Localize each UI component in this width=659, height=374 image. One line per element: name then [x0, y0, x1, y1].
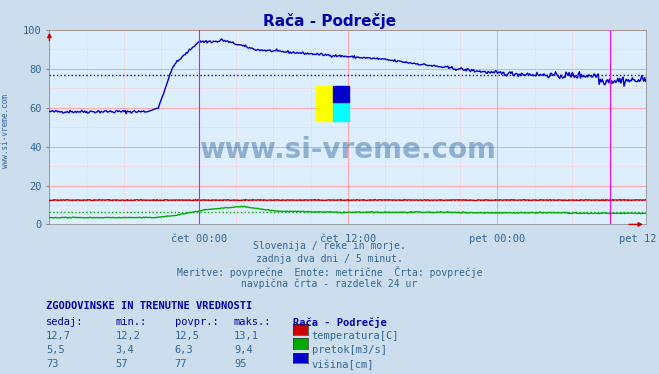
Text: čet 00:00: čet 00:00	[171, 234, 227, 244]
Text: Meritve: povprečne  Enote: metrične  Črta: povprečje: Meritve: povprečne Enote: metrične Črta:…	[177, 266, 482, 278]
Text: višina[cm]: višina[cm]	[312, 359, 374, 370]
Text: 12,5: 12,5	[175, 331, 200, 341]
Text: povpr.:: povpr.:	[175, 317, 218, 327]
Text: čet 12:00: čet 12:00	[320, 234, 376, 244]
Text: navpična črta - razdelek 24 ur: navpična črta - razdelek 24 ur	[241, 278, 418, 289]
Text: temperatura[C]: temperatura[C]	[312, 331, 399, 341]
Text: www.si-vreme.com: www.si-vreme.com	[199, 137, 496, 165]
Text: 57: 57	[115, 359, 128, 370]
Text: Rača - Podrečje: Rača - Podrečje	[293, 317, 387, 328]
Text: sedaj:: sedaj:	[46, 317, 84, 327]
Text: 6,3: 6,3	[175, 345, 193, 355]
Text: min.:: min.:	[115, 317, 146, 327]
Text: ZGODOVINSKE IN TRENUTNE VREDNOSTI: ZGODOVINSKE IN TRENUTNE VREDNOSTI	[46, 301, 252, 311]
Text: maks.:: maks.:	[234, 317, 272, 327]
Text: 95: 95	[234, 359, 246, 370]
Text: 3,4: 3,4	[115, 345, 134, 355]
Text: pretok[m3/s]: pretok[m3/s]	[312, 345, 387, 355]
Text: pet 12:00: pet 12:00	[619, 234, 659, 244]
Text: 77: 77	[175, 359, 187, 370]
Text: 13,1: 13,1	[234, 331, 259, 341]
Bar	[333, 86, 349, 102]
Text: 12,7: 12,7	[46, 331, 71, 341]
Bar	[316, 86, 333, 121]
Text: 73: 73	[46, 359, 59, 370]
Text: 9,4: 9,4	[234, 345, 252, 355]
Text: pet 00:00: pet 00:00	[469, 234, 526, 244]
Text: zadnja dva dni / 5 minut.: zadnja dva dni / 5 minut.	[256, 254, 403, 264]
Text: www.si-vreme.com: www.si-vreme.com	[1, 94, 10, 168]
Text: 5,5: 5,5	[46, 345, 65, 355]
Text: Rača - Podrečje: Rača - Podrečje	[263, 13, 396, 29]
Bar	[333, 102, 349, 121]
Text: 12,2: 12,2	[115, 331, 140, 341]
Text: Slovenija / reke in morje.: Slovenija / reke in morje.	[253, 241, 406, 251]
